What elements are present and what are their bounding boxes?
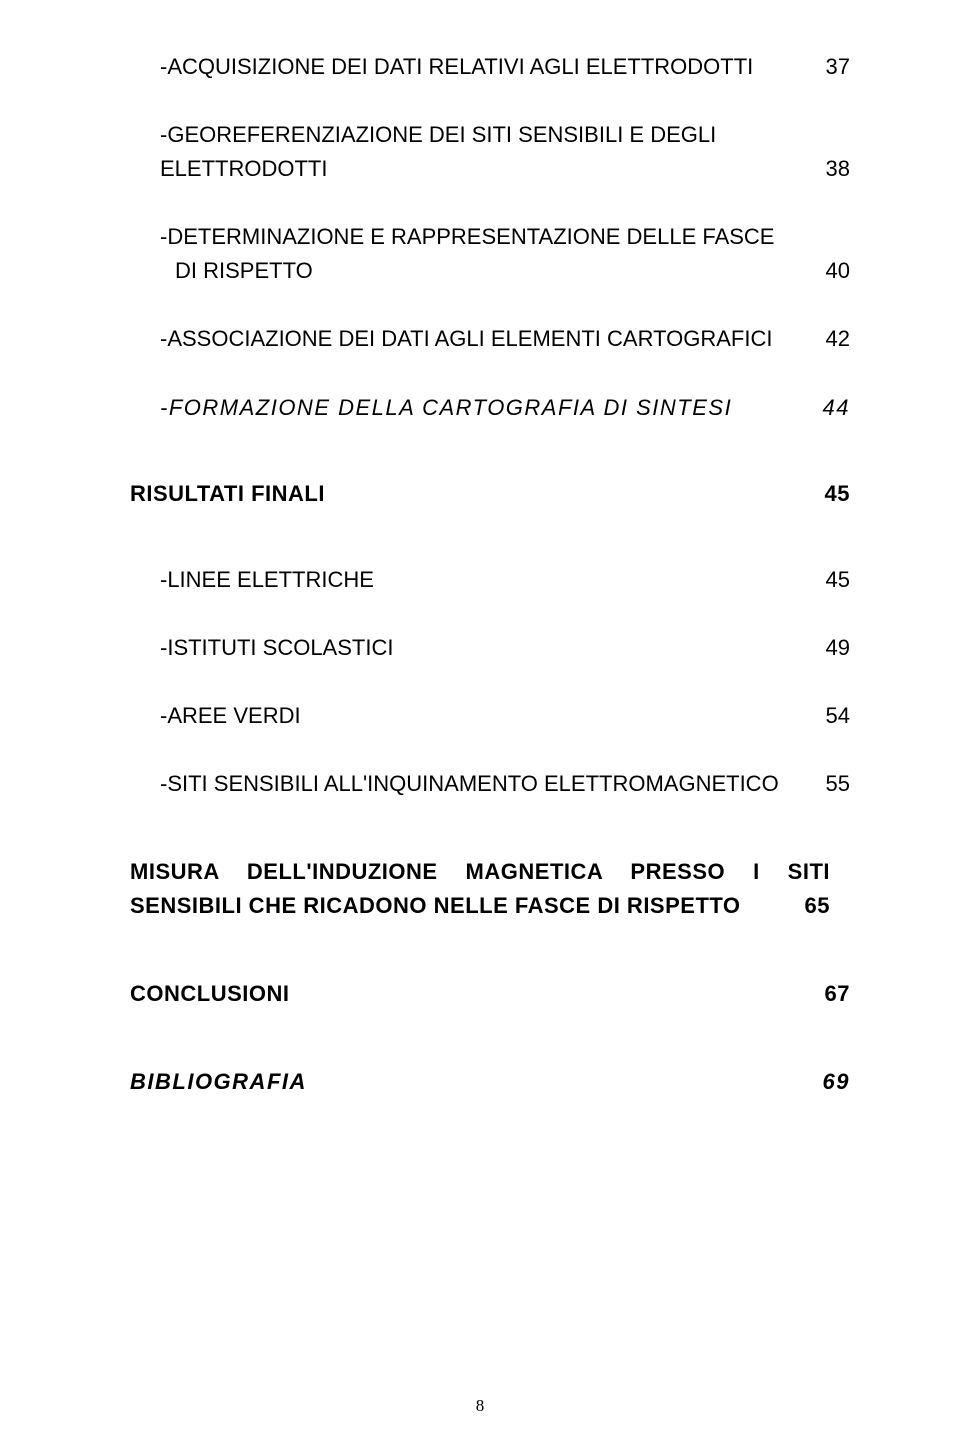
- toc-label-wrap: -ACQUISIZIONE DEI DATI RELATIVI AGLI ELE…: [130, 50, 810, 84]
- toc-row: -ISTITUTI SCOLASTICI 49: [130, 631, 850, 665]
- toc-page-number: 69: [810, 1065, 850, 1099]
- toc-row: -DETERMINAZIONE E RAPPRESENTAZIONE DELLE…: [130, 220, 850, 288]
- toc-page-number: 45: [810, 563, 850, 597]
- toc-row: -AREE VERDI 54: [130, 699, 850, 733]
- toc-page-number: 55: [810, 767, 850, 801]
- toc-list: -ACQUISIZIONE DEI DATI RELATIVI AGLI ELE…: [130, 50, 850, 1100]
- toc-label-wrap: -DETERMINAZIONE E RAPPRESENTAZIONE DELLE…: [130, 220, 810, 288]
- toc-label-line1: -DETERMINAZIONE E RAPPRESENTAZIONE DELLE…: [160, 220, 790, 254]
- toc-label-line2: DI RISPETTO: [175, 254, 313, 288]
- toc-label-line1: -GEOREFERENZIAZIONE DEI SITI SENSIBILI E…: [160, 118, 790, 152]
- toc-label-line2-row: ELETTRODOTTI: [160, 152, 790, 186]
- toc-label-wrap: -SITI SENSIBILI ALL'INQUINAMENTO ELETTRO…: [130, 767, 810, 801]
- toc-page-number: 37: [810, 50, 850, 84]
- toc-label-wrap: MISURA DELL'INDUZIONE MAGNETICA PRESSO I…: [130, 855, 850, 923]
- toc-label: -ASSOCIAZIONE DEI DATI AGLI ELEMENTI CAR…: [160, 326, 772, 351]
- toc-page-number: 67: [810, 977, 850, 1011]
- toc-label: -LINEE ELETTRICHE: [160, 567, 374, 592]
- toc-row: -SITI SENSIBILI ALL'INQUINAMENTO ELETTRO…: [130, 767, 850, 801]
- toc-label: BIBLIOGRAFIA: [130, 1069, 307, 1094]
- toc-label-line2-row: SENSIBILI CHE RICADONO NELLE FASCE DI RI…: [130, 889, 830, 923]
- toc-label-wrap: -AREE VERDI: [130, 699, 810, 733]
- toc-row: MISURA DELL'INDUZIONE MAGNETICA PRESSO I…: [130, 855, 850, 923]
- toc-label-wrap: -ASSOCIAZIONE DEI DATI AGLI ELEMENTI CAR…: [130, 322, 810, 356]
- toc-label: -AREE VERDI: [160, 703, 301, 728]
- toc-page-number: 42: [810, 322, 850, 356]
- toc-label: RISULTATI FINALI: [130, 481, 325, 506]
- toc-row: CONCLUSIONI 67: [130, 977, 850, 1011]
- toc-row: BIBLIOGRAFIA 69: [130, 1065, 850, 1099]
- toc-row: -LINEE ELETTRICHE 45: [130, 563, 850, 597]
- toc-label-line2: ELETTRODOTTI: [160, 152, 327, 186]
- toc-label-wrap: RISULTATI FINALI: [130, 477, 810, 511]
- toc-page-number: 38: [810, 152, 850, 186]
- toc-label-wrap: -LINEE ELETTRICHE: [130, 563, 810, 597]
- page-footer-number: 8: [0, 1396, 960, 1416]
- toc-page-number: 65: [790, 889, 830, 923]
- toc-page-number: 49: [810, 631, 850, 665]
- toc-row: -ASSOCIAZIONE DEI DATI AGLI ELEMENTI CAR…: [130, 322, 850, 356]
- toc-row: -FORMAZIONE DELLA CARTOGRAFIA DI SINTESI…: [130, 391, 850, 425]
- toc-label-line1: MISURA DELL'INDUZIONE MAGNETICA PRESSO I…: [130, 855, 830, 889]
- toc-page-number: 45: [810, 477, 850, 511]
- toc-label-wrap: -GEOREFERENZIAZIONE DEI SITI SENSIBILI E…: [130, 118, 810, 186]
- toc-page: -ACQUISIZIONE DEI DATI RELATIVI AGLI ELE…: [0, 0, 960, 1444]
- toc-label-wrap: -FORMAZIONE DELLA CARTOGRAFIA DI SINTESI: [130, 391, 810, 425]
- toc-page-number: 44: [810, 391, 850, 425]
- toc-label: -ISTITUTI SCOLASTICI: [160, 635, 393, 660]
- toc-label: -ACQUISIZIONE DEI DATI RELATIVI AGLI ELE…: [160, 54, 753, 79]
- toc-label-line2: SENSIBILI CHE RICADONO NELLE FASCE DI RI…: [130, 889, 741, 923]
- toc-label-line2-row: DI RISPETTO: [160, 254, 790, 288]
- toc-page-number: 40: [810, 254, 850, 288]
- toc-row: RISULTATI FINALI 45: [130, 477, 850, 511]
- toc-page-number: 54: [810, 699, 850, 733]
- toc-label-wrap: -ISTITUTI SCOLASTICI: [130, 631, 810, 665]
- toc-label: -FORMAZIONE DELLA CARTOGRAFIA DI SINTESI: [160, 395, 732, 420]
- toc-row: -GEOREFERENZIAZIONE DEI SITI SENSIBILI E…: [130, 118, 850, 186]
- toc-label: CONCLUSIONI: [130, 981, 290, 1006]
- toc-label-wrap: CONCLUSIONI: [130, 977, 810, 1011]
- toc-label-wrap: BIBLIOGRAFIA: [130, 1065, 810, 1099]
- toc-label: -SITI SENSIBILI ALL'INQUINAMENTO ELETTRO…: [160, 771, 779, 796]
- toc-row: -ACQUISIZIONE DEI DATI RELATIVI AGLI ELE…: [130, 50, 850, 84]
